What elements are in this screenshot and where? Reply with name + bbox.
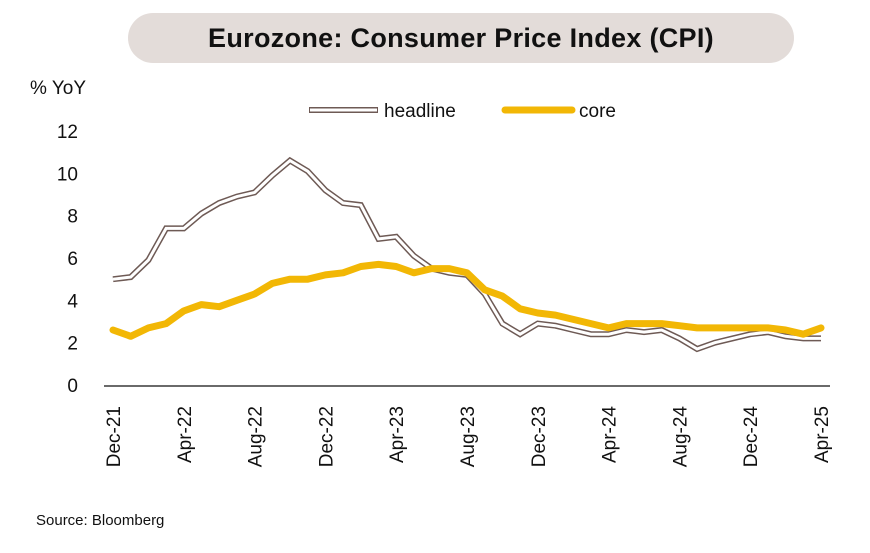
chart-title: Eurozone: Consumer Price Index (CPI) [208, 22, 714, 53]
y-tick-label: 10 [57, 164, 78, 185]
x-tick-label: Aug-23 [458, 406, 479, 467]
x-tick-label: Apr-23 [387, 406, 408, 463]
chart-legend: headline core [309, 101, 616, 122]
headline-line-outline [112, 156, 821, 353]
x-tick-label: Apr-24 [600, 406, 621, 463]
x-tick-label: Dec-23 [529, 406, 550, 467]
x-tick-label: Aug-22 [246, 406, 267, 467]
y-tick-label: 6 [67, 249, 78, 270]
y-tick-label: 0 [67, 376, 78, 397]
x-tick-label: Aug-24 [670, 406, 691, 468]
x-tick-label: Apr-22 [175, 406, 196, 463]
y-tick-label: 12 [57, 122, 78, 143]
chart-title-banner: Eurozone: Consumer Price Index (CPI) [128, 13, 794, 63]
legend-headline-label: headline [384, 101, 456, 122]
core-line [109, 260, 825, 340]
source-note: Source: Bloomberg [36, 512, 165, 529]
plot-area [109, 156, 825, 353]
legend-core-label: core [579, 101, 616, 122]
x-tick-label: Dec-22 [316, 406, 337, 467]
series-core [109, 260, 825, 340]
y-tick-label: 2 [67, 334, 78, 355]
x-tick-label: Dec-21 [104, 406, 125, 467]
series-headline [112, 156, 821, 353]
x-tick-label: Apr-25 [812, 406, 833, 463]
y-axis-unit-label: % YoY [30, 78, 86, 99]
y-axis: 0 2 4 6 8 10 12 [57, 122, 79, 397]
x-tick-label: Dec-24 [741, 406, 762, 468]
y-tick-label: 4 [67, 291, 78, 312]
y-tick-label: 8 [67, 207, 78, 228]
x-axis: Dec-21 Apr-22 Aug-22 Dec-22 Apr-23 Aug-23 Dec-… [104, 385, 833, 468]
headline-line-inner [112, 158, 821, 351]
